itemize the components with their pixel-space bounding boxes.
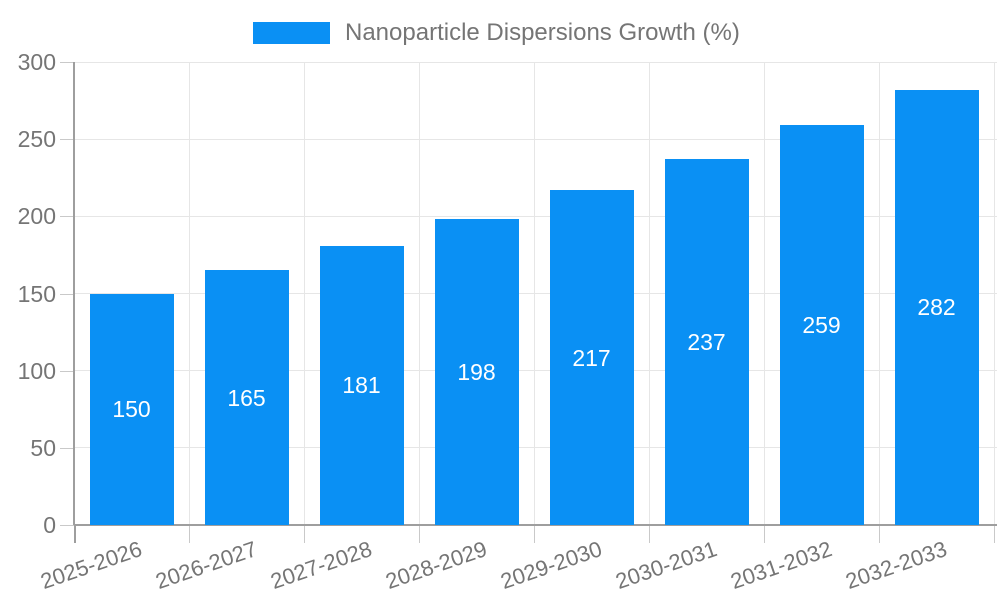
gridline-vertical	[304, 62, 305, 525]
gridline-horizontal	[74, 138, 997, 140]
gridline-vertical	[189, 62, 190, 525]
bar	[664, 159, 749, 525]
y-axis-tick	[60, 216, 74, 218]
x-axis-tick	[649, 525, 650, 543]
bar-value-label: 165	[227, 384, 266, 411]
legend-swatch	[253, 22, 330, 44]
x-tick-label: 2027-2028	[267, 536, 376, 594]
bar	[434, 219, 519, 525]
y-axis-tick	[60, 447, 74, 449]
bar-value-label: 198	[457, 359, 496, 386]
gridline-vertical	[764, 62, 765, 525]
y-tick-label: 250	[17, 126, 56, 153]
gridline-horizontal	[74, 447, 997, 449]
y-axis-tick	[60, 139, 74, 141]
bar	[89, 293, 174, 525]
y-axis-line	[73, 62, 75, 525]
gridline-horizontal	[74, 61, 997, 63]
gridline-horizontal	[74, 215, 997, 217]
y-axis-tick	[60, 525, 74, 526]
gridline-horizontal	[74, 293, 997, 294]
y-tick-label: 100	[17, 357, 56, 384]
bar	[319, 245, 404, 525]
y-tick-label: 150	[17, 280, 56, 307]
x-axis-tick	[764, 525, 765, 543]
x-tick-label: 2028-2029	[382, 536, 491, 594]
bar-value-label: 217	[572, 344, 611, 371]
gridline-vertical	[419, 62, 420, 525]
x-axis-tick	[189, 525, 190, 543]
y-axis-tick	[60, 370, 74, 372]
gridline-horizontal	[74, 370, 997, 372]
bar-value-label: 150	[112, 396, 151, 423]
x-axis-line	[74, 524, 997, 526]
bar	[779, 125, 864, 525]
gridline-vertical	[649, 62, 650, 525]
gridline-vertical	[534, 62, 535, 525]
x-tick-label: 2031-2032	[727, 536, 836, 594]
y-axis-tick	[60, 293, 74, 295]
bar-value-label: 259	[802, 312, 841, 339]
bar	[204, 270, 289, 525]
x-axis-tick	[879, 525, 880, 543]
bar	[549, 190, 634, 525]
legend-label: Nanoparticle Dispersions Growth (%)	[345, 19, 740, 46]
y-axis-tick	[60, 62, 74, 63]
y-tick-label: 0	[43, 512, 56, 538]
x-axis-tick	[419, 525, 420, 543]
y-tick-label: 200	[17, 203, 56, 230]
bar-value-label: 181	[342, 372, 381, 399]
y-tick-label: 300	[17, 49, 56, 75]
bar-value-label: 237	[687, 329, 726, 356]
x-tick-label: 2029-2030	[497, 536, 606, 594]
x-tick-label: 2030-2031	[612, 536, 721, 594]
y-tick-label: 50	[30, 434, 56, 461]
gridline-vertical	[879, 62, 880, 525]
x-tick-label: 2025-2026	[37, 536, 146, 594]
x-axis-tick	[74, 525, 76, 543]
gridline-vertical	[994, 62, 995, 525]
bar-value-label: 282	[917, 294, 956, 321]
x-axis-tick	[304, 525, 305, 543]
x-tick-label: 2026-2027	[152, 536, 261, 594]
bar	[894, 89, 979, 525]
x-axis-tick	[534, 525, 535, 543]
x-axis-tick	[994, 525, 995, 543]
x-tick-label: 2032-2033	[842, 536, 951, 594]
